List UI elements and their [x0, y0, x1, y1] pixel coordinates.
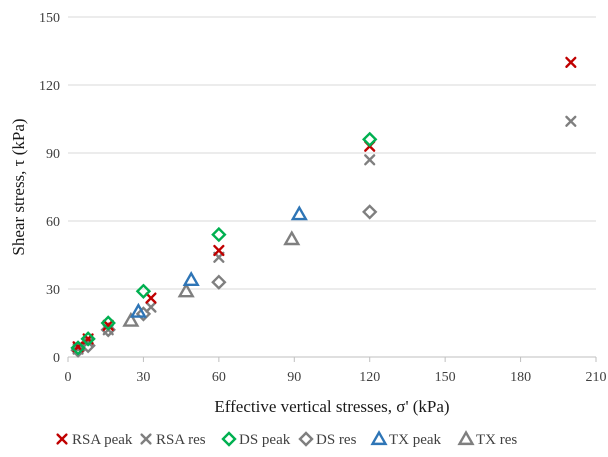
series-tx-peak — [129, 205, 308, 318]
data-point — [565, 115, 577, 127]
gridlines — [68, 16, 596, 290]
x-tick-label: 90 — [287, 370, 301, 385]
series-ds-res — [70, 204, 378, 358]
legend-label: TX peak — [389, 432, 442, 448]
series-rsa-res — [72, 115, 577, 355]
legend-marker-stroke — [56, 433, 68, 445]
legend-item: RSA res — [140, 432, 206, 448]
data-point — [211, 226, 227, 243]
data-point — [145, 301, 157, 313]
legend-label: TX res — [476, 432, 517, 448]
data-point — [82, 336, 94, 348]
x-tick-label: 120 — [359, 370, 380, 385]
y-tick-label: 60 — [46, 215, 60, 230]
series-tx-res — [122, 230, 301, 327]
legend-marker — [370, 430, 388, 446]
data-point-stroke — [145, 301, 157, 313]
data-point — [122, 311, 140, 327]
data-point — [283, 230, 301, 246]
data-point — [129, 302, 147, 318]
legend: RSA peak RSA res DS peak DS res TX peak TX re… — [56, 430, 517, 448]
data-points — [70, 56, 577, 358]
x-tick-label: 210 — [586, 370, 607, 385]
axes: 0 30 60 90 120 150 0 30 60 90 120 150 180 210 — [39, 11, 607, 385]
y-tick-label: 150 — [39, 11, 60, 26]
data-point — [70, 342, 86, 358]
data-point — [182, 271, 200, 287]
data-point — [145, 292, 157, 304]
data-point — [213, 244, 225, 257]
data-point — [102, 319, 114, 331]
data-point-stroke — [82, 336, 94, 348]
legend-item: DS peak — [221, 431, 291, 448]
data-point-stroke — [102, 319, 114, 331]
data-point — [70, 340, 86, 356]
x-axis-title: Effective vertical stresses, σ' (kPa) — [214, 397, 449, 416]
data-point-stroke — [565, 115, 577, 127]
legend-marker — [298, 431, 314, 447]
data-point — [211, 274, 227, 290]
y-tick-label: 0 — [53, 351, 60, 366]
series-ds-peak — [70, 131, 378, 356]
data-point — [364, 154, 376, 166]
legend-label: RSA res — [156, 432, 206, 448]
data-point — [362, 204, 378, 220]
legend-item: TX res — [457, 430, 517, 448]
y-tick-label: 30 — [46, 283, 60, 298]
legend-item: TX peak — [370, 430, 442, 448]
data-point-stroke — [213, 244, 225, 257]
data-point — [135, 306, 152, 322]
x-tick-label: 150 — [435, 370, 456, 385]
data-point — [290, 205, 308, 221]
legend-marker — [140, 433, 152, 445]
x-tick-label: 180 — [510, 370, 531, 385]
legend-marker — [56, 433, 68, 445]
data-point-stroke — [565, 56, 577, 68]
x-tick-label: 60 — [212, 370, 226, 385]
legend-marker — [457, 430, 475, 446]
legend-label: DS peak — [239, 432, 291, 448]
data-point-stroke — [145, 292, 157, 304]
x-tick-label: 30 — [136, 370, 150, 385]
data-point — [565, 56, 577, 68]
series-rsa-peak — [72, 56, 577, 353]
data-point — [177, 282, 195, 298]
y-tick-label: 90 — [46, 147, 60, 162]
data-point-stroke — [364, 154, 376, 166]
legend-marker — [221, 431, 237, 447]
data-point — [80, 331, 96, 347]
x-tick-label: 0 — [65, 370, 72, 385]
legend-item: DS res — [298, 431, 357, 448]
y-axis-title: Shear stress, τ (kPa) — [9, 118, 28, 255]
data-point — [135, 283, 152, 299]
legend-label: RSA peak — [72, 432, 133, 448]
legend-label: DS res — [316, 432, 357, 448]
legend-marker-stroke — [140, 433, 152, 445]
data-point — [362, 131, 378, 148]
legend-item: RSA peak — [56, 432, 133, 448]
data-point — [100, 315, 116, 331]
y-tick-label: 120 — [39, 79, 60, 94]
